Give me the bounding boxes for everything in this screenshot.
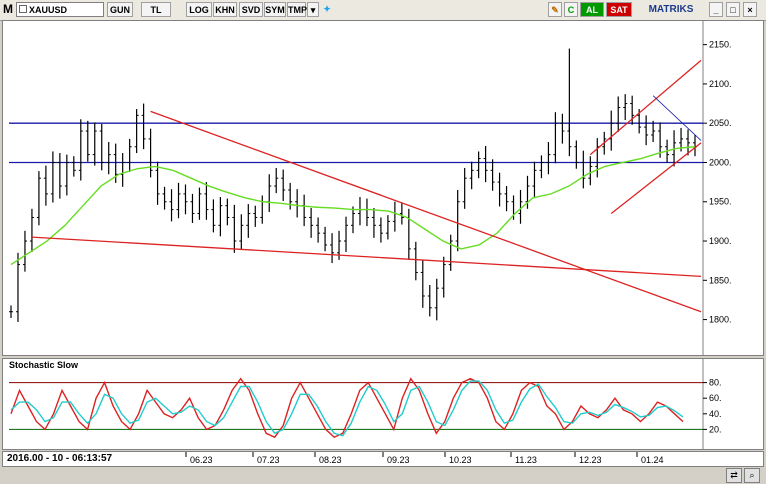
x-tick-label: 12.23 [579, 455, 602, 465]
buy-button[interactable]: AL [580, 2, 604, 17]
toolbar-button-gun[interactable]: GUN [107, 2, 133, 17]
y-tick-label: 1850. [709, 275, 732, 285]
x-tick-label: 08.23 [319, 455, 342, 465]
toolbar-button-sym[interactable]: SYM [264, 2, 286, 17]
x-tick-label: 10.23 [449, 455, 472, 465]
refresh-button[interactable]: C [564, 2, 578, 17]
stoch-y-tick-label: 40. [709, 409, 722, 419]
stochastic-panel[interactable]: Stochastic Slow 80. 60. 40. 20. [2, 358, 764, 450]
minimize-button[interactable]: _ [709, 2, 723, 17]
trend-line [31, 236, 702, 278]
y-tick-label: 1950. [709, 197, 732, 207]
toolbar-button-log[interactable]: LOG [186, 2, 212, 17]
symbol-label: XAUUSD [29, 5, 68, 15]
stoch-d-line [10, 380, 684, 437]
price-chart[interactable]: 2150. 2100. 2050. 2000. 1950. 1900. 1850. 1800. [3, 21, 763, 355]
sell-button[interactable]: SAT [606, 2, 632, 17]
x-tick-label: 11.23 [515, 455, 537, 465]
status-bar: ⇄ ⌕ [0, 468, 766, 484]
dropdown-button[interactable]: ▾ [307, 2, 319, 17]
moving-average-line [10, 146, 696, 266]
y-tick-label: 2000. [709, 157, 732, 167]
toolbar-button-svd[interactable]: SVD [239, 2, 263, 17]
y-tick-label: 2150. [709, 40, 732, 50]
app-logo[interactable]: M [3, 2, 13, 16]
stoch-y-tick-label: 60. [709, 393, 722, 403]
symbol-field[interactable]: XAUUSD [16, 2, 104, 17]
scroll-icon[interactable]: ⇄ [726, 468, 742, 483]
trend-line [610, 142, 702, 215]
y-tick-label: 1800. [709, 315, 732, 325]
stoch-y-tick-label: 20. [709, 424, 722, 434]
trend-line [589, 59, 702, 156]
x-tick-label: 01.24 [641, 455, 664, 465]
toolbar-button-tl[interactable]: TL [141, 2, 171, 17]
toolbar: M XAUUSD GUN TL LOG KHN SVD SYM TMP ▾ ✦ ✎ C AL… [0, 0, 766, 21]
zoom-icon[interactable]: ⌕ [744, 468, 760, 483]
restore-button[interactable]: □ [726, 2, 740, 17]
trend-line [150, 110, 702, 313]
blue-trend-line [652, 95, 702, 141]
x-tick-label: 06.23 [190, 455, 213, 465]
close-button[interactable]: × [743, 2, 757, 17]
x-tick-label: 09.23 [387, 455, 410, 465]
brand-label: MATRIKS [640, 2, 702, 17]
toolbar-button-khn[interactable]: KHN [213, 2, 237, 17]
stochastic-chart[interactable]: Stochastic Slow 80. 60. 40. 20. [3, 359, 763, 449]
y-tick-label: 2100. [709, 79, 732, 89]
twitter-icon[interactable]: ✦ [323, 4, 331, 14]
y-tick-label: 2050. [709, 118, 732, 128]
symbol-icon [19, 5, 27, 13]
toolbar-button-tmp[interactable]: TMP [287, 2, 307, 17]
x-tick-label: 07.23 [257, 455, 280, 465]
price-chart-panel[interactable]: 2150. 2100. 2050. 2000. 1950. 1900. 1850. 1800. [2, 20, 764, 356]
stoch-y-tick-label: 80. [709, 378, 722, 388]
time-axis: 06.23 07.23 08.23 09.23 10.23 11.23 12.23 01.24… [2, 451, 764, 467]
stochastic-title: Stochastic Slow [9, 360, 79, 370]
date-time-label: 2016.00 - 10 - 06:13:57 [7, 453, 113, 464]
pencil-icon[interactable]: ✎ [548, 2, 562, 17]
y-tick-label: 1900. [709, 236, 732, 246]
time-axis-svg: 06.23 07.23 08.23 09.23 10.23 11.23 12.23 01.24 [185, 452, 664, 465]
